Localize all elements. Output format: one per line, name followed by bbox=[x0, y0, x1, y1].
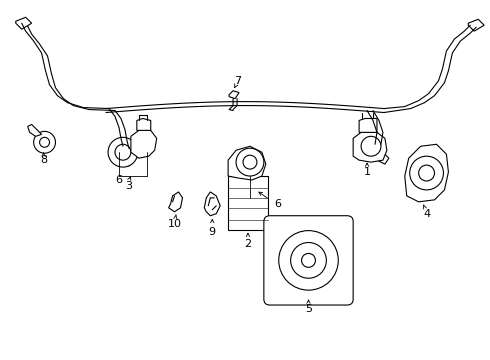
Polygon shape bbox=[353, 132, 387, 162]
Text: 6: 6 bbox=[116, 175, 122, 185]
Polygon shape bbox=[468, 19, 484, 31]
FancyBboxPatch shape bbox=[228, 176, 268, 230]
Text: 5: 5 bbox=[305, 304, 312, 314]
Text: 1: 1 bbox=[364, 167, 370, 177]
Polygon shape bbox=[137, 118, 151, 130]
Text: 8: 8 bbox=[40, 155, 47, 165]
Polygon shape bbox=[229, 91, 239, 99]
Polygon shape bbox=[375, 144, 389, 164]
Circle shape bbox=[243, 155, 257, 169]
Circle shape bbox=[34, 131, 55, 153]
Polygon shape bbox=[16, 17, 32, 29]
Circle shape bbox=[410, 156, 443, 190]
Polygon shape bbox=[359, 118, 377, 132]
Circle shape bbox=[40, 137, 49, 147]
Text: 6: 6 bbox=[274, 199, 281, 209]
Text: 4: 4 bbox=[423, 209, 430, 219]
Circle shape bbox=[236, 148, 264, 176]
Circle shape bbox=[291, 243, 326, 278]
Text: 2: 2 bbox=[245, 239, 251, 248]
Circle shape bbox=[418, 165, 435, 181]
Polygon shape bbox=[131, 130, 157, 158]
Text: 7: 7 bbox=[235, 76, 242, 86]
Polygon shape bbox=[204, 192, 220, 216]
Polygon shape bbox=[405, 144, 448, 202]
Circle shape bbox=[361, 136, 381, 156]
Circle shape bbox=[279, 231, 338, 290]
Circle shape bbox=[301, 253, 316, 267]
Text: 9: 9 bbox=[209, 226, 216, 237]
FancyBboxPatch shape bbox=[264, 216, 353, 305]
Polygon shape bbox=[28, 125, 42, 136]
Polygon shape bbox=[169, 192, 182, 212]
Text: 10: 10 bbox=[168, 219, 182, 229]
Circle shape bbox=[115, 144, 131, 160]
Text: 3: 3 bbox=[125, 181, 132, 191]
Polygon shape bbox=[228, 146, 266, 180]
Circle shape bbox=[108, 137, 138, 167]
Polygon shape bbox=[121, 146, 133, 166]
